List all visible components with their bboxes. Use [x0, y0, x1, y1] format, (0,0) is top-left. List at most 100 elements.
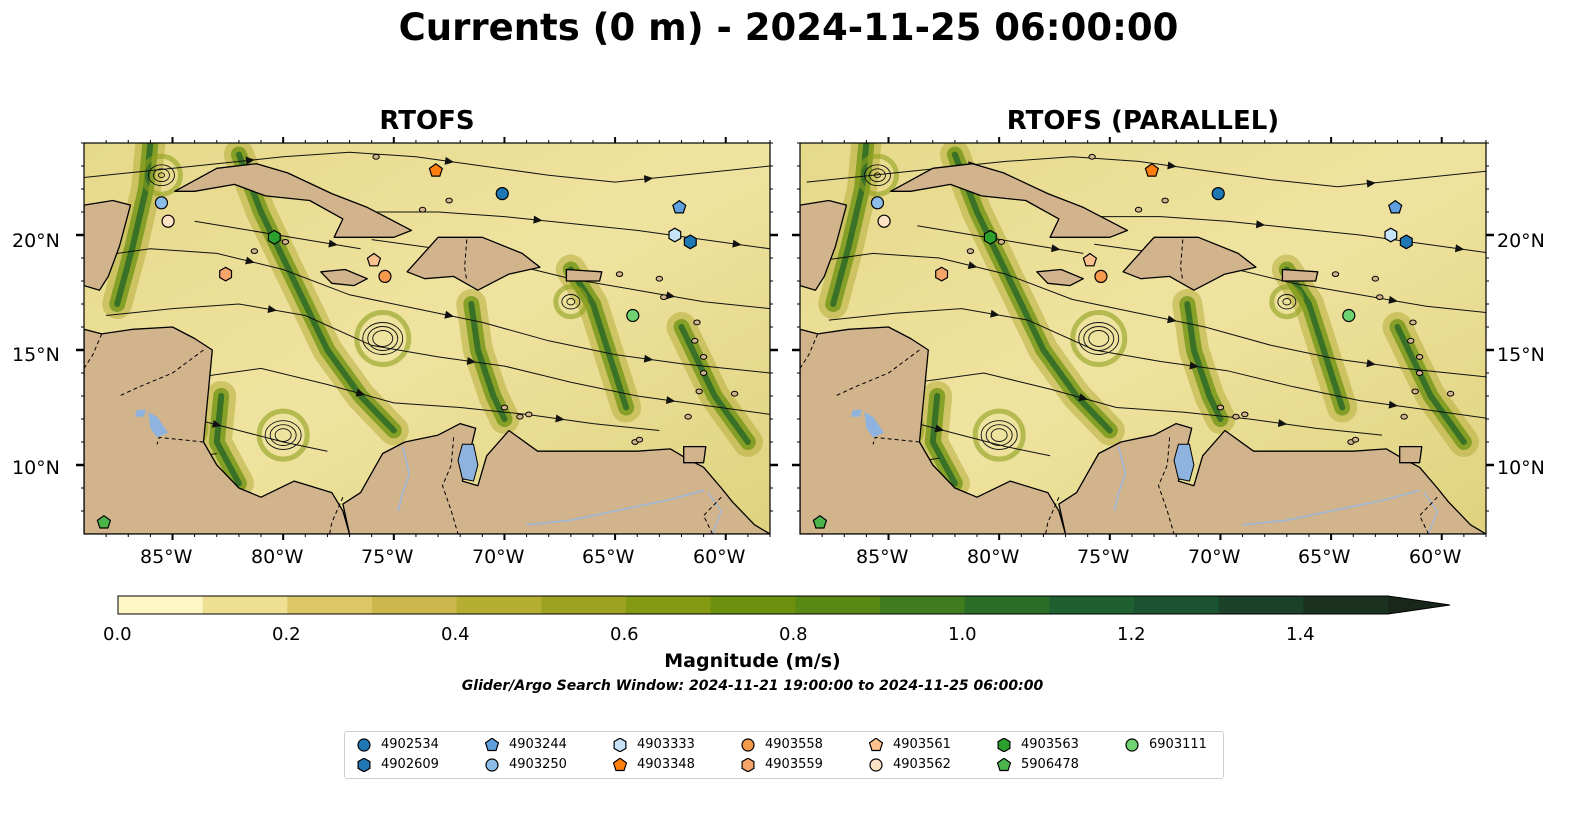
border-colombia-venezuela [1157, 437, 1175, 534]
island [966, 248, 975, 255]
legend-marker-shape [741, 737, 755, 752]
colorbar-segment [964, 596, 1050, 614]
float-marker-4903348 [428, 163, 444, 177]
panel-title-rtofs: RTOFS [379, 106, 475, 136]
colorbar-segment [626, 596, 712, 614]
land-yucatan [84, 199, 132, 291]
island [500, 404, 509, 411]
lat-label-20n-right: 20°N [1497, 230, 1545, 252]
lake-managua [850, 409, 862, 417]
streamline-eddy [985, 424, 1013, 446]
legend-marker-4903561 [869, 737, 883, 751]
island [660, 294, 668, 301]
land-hispaniola [1122, 236, 1257, 291]
streamline-arrow [1167, 315, 1177, 324]
streamline-arrow [328, 239, 338, 248]
lat-label-10n-left: 10°N [12, 457, 60, 479]
colorbar-tick-4: 0.8 [779, 624, 808, 645]
lon-label-80w: 80°W [251, 546, 304, 568]
island [691, 337, 699, 344]
border-guatemala-honduras [84, 333, 103, 369]
colorbar-segment [372, 596, 458, 614]
current-band-core [114, 143, 154, 307]
colorbar-segment [880, 596, 966, 614]
streamline [1094, 216, 1486, 253]
streamline [504, 262, 770, 310]
current-band-core [468, 301, 508, 422]
streamline [828, 308, 1486, 419]
border-haiti-dr [464, 239, 468, 282]
border-panama-colombia [1045, 496, 1060, 534]
current-band-core [1283, 266, 1346, 411]
streamline-arrow [1366, 179, 1376, 188]
streamline-eddy [864, 164, 891, 187]
river-essequibo [707, 492, 723, 534]
legend-marker-4903244 [485, 737, 499, 751]
legend-marker-4903348 [613, 757, 627, 771]
float-marker-4902609 [1399, 234, 1413, 250]
legend-marker-shape [485, 757, 499, 772]
colorbar-tick-0: 0.0 [103, 624, 132, 645]
map-frame-rtofs [83, 142, 771, 535]
eddy-ring [1269, 284, 1305, 320]
land-cuba [890, 163, 1129, 238]
current-band-core [929, 393, 958, 487]
map-frame-parallel [799, 142, 1487, 535]
streamline-eddy [566, 298, 576, 306]
streamline [1226, 266, 1486, 314]
legend-item-4903563: 4903563 [997, 737, 1079, 752]
streamline-arrow [267, 305, 278, 314]
streamline-arrow [533, 215, 543, 224]
eddy-ring [256, 408, 310, 462]
streamline-arrow [1277, 419, 1288, 428]
legend-marker-shape [613, 737, 627, 752]
land-cuba [174, 163, 413, 238]
streamline [194, 367, 660, 431]
legend-marker-shape [357, 757, 371, 772]
float-marker-4903562 [877, 214, 891, 228]
legend-item-4903561: 4903561 [869, 737, 951, 752]
lat-label-15n-left: 15°N [12, 344, 60, 366]
float-marker-6903111 [626, 308, 640, 323]
legend-label: 6903111 [1149, 737, 1207, 752]
lon-label-75w-p2: 75°W [1077, 546, 1130, 568]
float-marker-4903563 [267, 229, 281, 245]
legend-marker-shape [357, 737, 371, 752]
legend-marker-shape [741, 757, 755, 772]
streamline-arrow [1454, 244, 1465, 253]
colorbar-tick-3: 0.6 [610, 624, 639, 645]
island [695, 388, 703, 395]
float-marker-4903244 [1388, 199, 1403, 214]
lake-managua [134, 409, 146, 417]
legend-item-4903333: 4903333 [613, 737, 695, 752]
island [516, 413, 524, 420]
streamline-arrow [466, 356, 477, 365]
border-honduras-nicaragua [835, 349, 920, 397]
island [250, 248, 259, 255]
legend-marker-shape [997, 737, 1011, 752]
streamline-arrow [643, 354, 654, 363]
streamline [84, 151, 770, 183]
island [615, 271, 624, 278]
streamline-eddy [1282, 298, 1292, 306]
float-marker-4903559 [219, 266, 233, 282]
colorbar-segment [710, 596, 796, 614]
legend-marker-shape [869, 757, 883, 772]
streamline-arrow [355, 388, 366, 397]
float-marker-4902609 [683, 234, 697, 250]
legend-marker-4902609 [357, 757, 371, 772]
streamline-eddy [980, 420, 1018, 450]
lat-label-10n-right: 10°N [1497, 457, 1545, 479]
streamline-arrow [1050, 244, 1061, 253]
map-panel-parallel [800, 143, 1486, 534]
colorbar-tick-6: 1.2 [1117, 624, 1146, 645]
streamline-arrow [211, 419, 222, 428]
float-marker-4902534 [495, 187, 509, 201]
eddy-ring [1070, 310, 1128, 367]
island [635, 436, 644, 443]
lake-maracaibo [457, 443, 479, 482]
colorbar-segment [202, 596, 288, 614]
colorbar-tick-1: 0.2 [272, 624, 301, 645]
legend-item-4903250: 4903250 [485, 757, 567, 772]
island [1088, 153, 1096, 160]
